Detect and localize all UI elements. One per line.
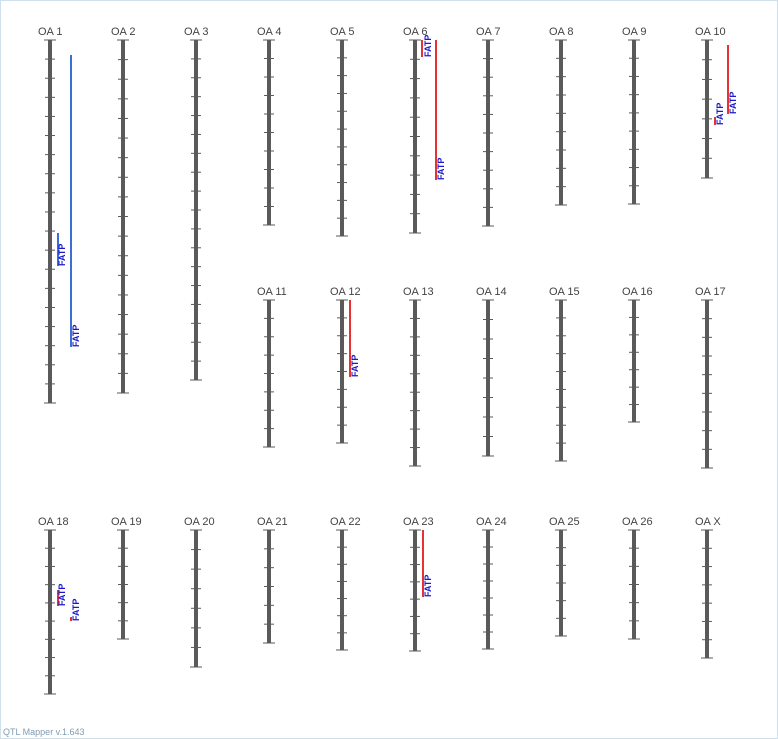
qtl-bar[interactable] [422, 530, 424, 597]
chromosome-title: OA 23 [403, 516, 434, 528]
chromosome-oa-13: OA 13 [403, 286, 434, 467]
chromosome-bar[interactable] [413, 530, 417, 651]
chromosome-oa-8: OA 8 [549, 26, 573, 206]
chromosome-oa-25: OA 25 [549, 516, 580, 637]
qtl-bar[interactable] [421, 40, 423, 57]
chromosome-title: OA 16 [622, 286, 653, 298]
chromosome-title: OA 1 [38, 26, 62, 38]
version-footer: QTL Mapper v.1.643 [3, 727, 85, 737]
qtl-label[interactable]: FATP [436, 158, 446, 180]
chromosome-title: OA 7 [476, 26, 500, 38]
chromosome-title: OA 12 [330, 286, 361, 298]
chromosome-title: OA 10 [695, 26, 726, 38]
chromosome-bar[interactable] [486, 530, 490, 649]
qtl-label[interactable]: FATP [715, 103, 725, 125]
qtl-label[interactable]: FATP [71, 325, 81, 347]
qtl-bar[interactable] [57, 233, 59, 266]
chromosome-oa-26: OA 26 [622, 516, 653, 640]
chromosome-title: OA 8 [549, 26, 573, 38]
qtl-label[interactable]: FATP [350, 355, 360, 377]
qtl-bar[interactable] [70, 55, 72, 347]
chromosome-bar[interactable] [705, 530, 709, 658]
chromosome-bar[interactable] [705, 40, 709, 178]
chromosome-oa-14: OA 14 [476, 286, 507, 457]
qtl-label[interactable]: FATP [423, 575, 433, 597]
chromosome-bar[interactable] [340, 40, 344, 236]
chromosome-oa-21: OA 21 [257, 516, 288, 644]
chromosome-title: OA 21 [257, 516, 288, 528]
chromosome-title: OA 13 [403, 286, 434, 298]
chromosome-oa-1: OA 1 FATP FATP [38, 26, 81, 404]
chromosome-oa-17: OA 17 [695, 286, 726, 469]
chromosome-title: OA 4 [257, 26, 281, 38]
chromosome-oa-2: OA 2 [111, 26, 135, 394]
chromosome-title: OA 9 [622, 26, 646, 38]
chromosome-oa-7: OA 7 [476, 26, 500, 227]
qtl-label[interactable]: FATP [57, 244, 67, 266]
chromosome-bar[interactable] [340, 530, 344, 650]
chromosome-oa-10: OA 10 FATP FATP [695, 26, 738, 179]
chromosome-title: OA X [695, 516, 721, 528]
chromosome-oa-20: OA 20 [184, 516, 215, 668]
chromosome-bar[interactable] [559, 40, 563, 205]
chromosome-oa-15: OA 15 [549, 286, 580, 462]
chromosome-oa-18: OA 18 FATP FATP [38, 516, 81, 695]
chromosome-bar[interactable] [632, 40, 636, 204]
chromosome-oa-9: OA 9 [622, 26, 646, 205]
qtl-bar[interactable] [714, 117, 716, 125]
qtl-bar[interactable] [57, 590, 59, 606]
chromosome-bar[interactable] [705, 300, 709, 468]
chromosome-title: OA 26 [622, 516, 653, 528]
chromosome-oa-19: OA 19 [111, 516, 142, 640]
qtl-bar[interactable] [349, 300, 351, 377]
chromosome-bar[interactable] [413, 300, 417, 466]
chromosome-title: OA 17 [695, 286, 726, 298]
chromosome-oa-3: OA 3 [184, 26, 208, 381]
chromosome-bar[interactable] [632, 300, 636, 422]
chromosome-bar[interactable] [48, 530, 52, 694]
chromosome-title: OA 18 [38, 516, 69, 528]
chromosome-oa-24: OA 24 [476, 516, 507, 650]
qtl-label[interactable]: FATP [57, 584, 67, 606]
chromosome-oa-x: OA X [695, 516, 721, 659]
qtl-label[interactable]: FATP [71, 599, 81, 621]
chromosome-title: OA 3 [184, 26, 208, 38]
chromosome-oa-22: OA 22 [330, 516, 361, 651]
chromosome-bar[interactable] [48, 40, 52, 403]
qtl-bar[interactable] [70, 617, 72, 621]
chromosome-title: OA 5 [330, 26, 354, 38]
chromosome-oa-5: OA 5 [330, 26, 354, 237]
chromosome-oa-23: OA 23 FATP [403, 516, 434, 652]
chromosome-title: OA 25 [549, 516, 580, 528]
chromosome-title: OA 6 [403, 26, 427, 38]
qtl-bar[interactable] [435, 40, 437, 180]
chromosome-title: OA 14 [476, 286, 507, 298]
qtl-label[interactable]: FATP [728, 92, 738, 114]
chromosome-oa-16: OA 16 [622, 286, 653, 423]
qtl-bar[interactable] [727, 45, 729, 114]
chromosome-title: OA 19 [111, 516, 142, 528]
chromosome-title: OA 15 [549, 286, 580, 298]
chromosome-title: OA 11 [257, 286, 287, 298]
chromosome-bar[interactable] [559, 300, 563, 461]
chromosome-title: OA 24 [476, 516, 507, 528]
qtl-label[interactable]: FATP [423, 35, 433, 57]
chromosome-title: OA 2 [111, 26, 135, 38]
chromosome-title: OA 20 [184, 516, 215, 528]
chromosome-bar[interactable] [194, 530, 198, 667]
chromosome-oa-12: OA 12 FATP [330, 286, 361, 444]
chromosome-oa-4: OA 4 [257, 26, 281, 226]
chromosome-oa-11: OA 11 [257, 286, 287, 448]
chromosome-title: OA 22 [330, 516, 361, 528]
